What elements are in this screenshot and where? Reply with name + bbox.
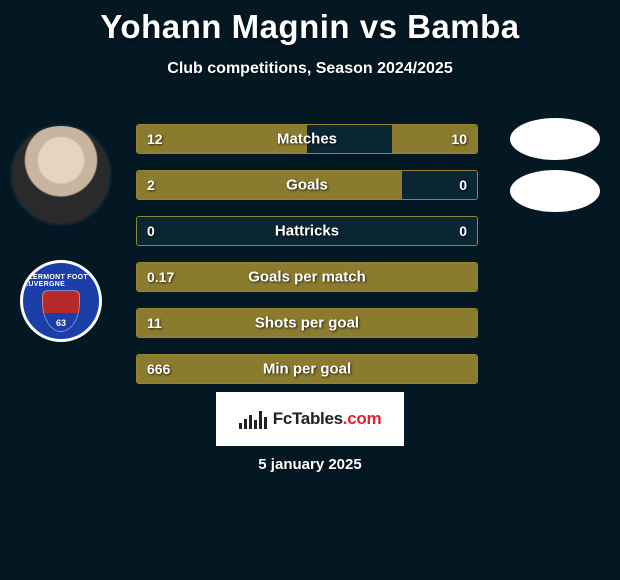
stat-value-left: 666 (147, 361, 170, 377)
stat-row: 12 10 Matches (136, 124, 478, 154)
stat-value-left: 0.17 (147, 269, 174, 285)
branding-logo-icon (239, 409, 267, 429)
stat-value-left: 11 (147, 315, 162, 331)
crest-text: CLERMONT FOOT AUVERGNE (23, 274, 99, 288)
stat-row: 666 Min per goal (136, 354, 478, 384)
player-right-crest-placeholder (510, 170, 600, 212)
stat-row: 0.17 Goals per match (136, 262, 478, 292)
stat-label: Goals per match (248, 269, 366, 286)
branding-site: FcTables (273, 409, 343, 428)
stat-label: Min per goal (263, 361, 351, 378)
stat-row: 2 0 Goals (136, 170, 478, 200)
stats-comparison-chart: 12 10 Matches 2 0 Goals 0 0 Hattricks 0.17 Goals p… (136, 124, 478, 400)
logo-bar (244, 419, 247, 429)
stat-label: Hattricks (275, 223, 339, 240)
stat-bar-left (137, 171, 402, 199)
stat-label: Goals (286, 177, 328, 194)
stat-label: Shots per goal (255, 315, 359, 332)
stat-value-right: 0 (459, 223, 467, 239)
player-left-photo (10, 124, 112, 226)
stat-value-left: 0 (147, 223, 155, 239)
logo-bar (259, 411, 262, 429)
stat-row: 11 Shots per goal (136, 308, 478, 338)
stat-value-right: 0 (459, 177, 467, 193)
page-title: Yohann Magnin vs Bamba (0, 0, 620, 46)
stat-value-left: 2 (147, 177, 155, 193)
branding-badge: FcTables.com (216, 392, 404, 446)
logo-bar (264, 417, 267, 429)
logo-bar (239, 423, 242, 429)
branding-text: FcTables.com (273, 409, 382, 429)
footer-date: 5 january 2025 (258, 456, 361, 473)
stat-row: 0 0 Hattricks (136, 216, 478, 246)
stat-value-right: 10 (451, 131, 467, 147)
player-right-photo-placeholder (510, 118, 600, 160)
crest-shield-icon (42, 290, 80, 332)
logo-bar (249, 415, 252, 429)
logo-bar (254, 420, 257, 429)
branding-suffix: .com (343, 409, 381, 428)
stat-label: Matches (277, 131, 337, 148)
page-subtitle: Club competitions, Season 2024/2025 (0, 60, 620, 78)
stat-value-left: 12 (147, 131, 163, 147)
player-left-club-crest: CLERMONT FOOT AUVERGNE (20, 260, 102, 342)
